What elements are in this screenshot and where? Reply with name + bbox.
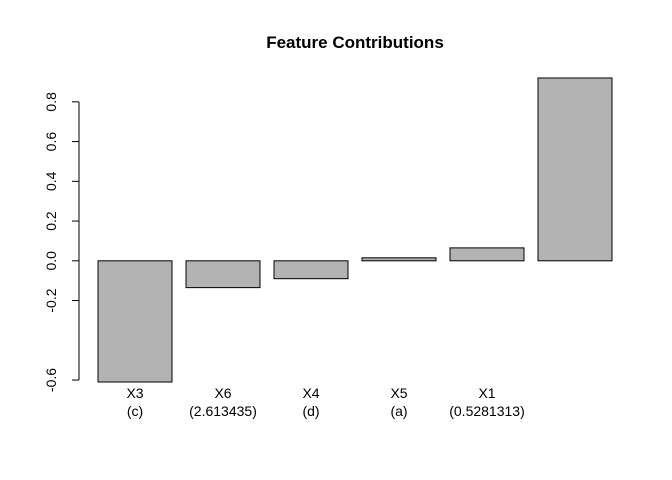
y-tick-label: -0.6 <box>43 368 59 392</box>
y-tick-label: 0.0 <box>43 251 59 271</box>
category-label: X6 <box>214 385 231 401</box>
bar-x4 <box>273 260 349 280</box>
y-tick-label: 0.4 <box>43 171 59 191</box>
category-label: X5 <box>390 385 407 401</box>
bar-x5 <box>361 257 437 262</box>
category-detail-label: (0.5281313) <box>449 403 525 419</box>
category-detail-label: (c) <box>127 403 143 419</box>
y-tick-label: 0.2 <box>43 211 59 231</box>
category-label: X1 <box>478 385 495 401</box>
category-detail-label: (a) <box>390 403 407 419</box>
category-label: X3 <box>126 385 143 401</box>
bar-x3 <box>97 260 173 383</box>
bar-x1 <box>449 247 525 262</box>
category-detail-label: (2.613435) <box>189 403 257 419</box>
bar-x6 <box>185 260 261 289</box>
y-tick-label: 0.6 <box>43 132 59 152</box>
bars <box>97 77 613 383</box>
bar-unlabeled <box>537 77 613 262</box>
y-tick-label: -0.2 <box>43 288 59 312</box>
chart-title: Feature Contributions <box>266 33 444 52</box>
y-tick-label: 0.8 <box>43 92 59 112</box>
y-axis: -0.6 -0.2 0.0 0.2 0.4 0.6 0.8 <box>43 92 80 392</box>
category-label: X4 <box>302 385 319 401</box>
category-detail-label: (d) <box>302 403 319 419</box>
category-labels: X3 (c) X6 (2.613435) X4 (d) X5 (a) X1 (0.5281313) <box>126 385 524 419</box>
